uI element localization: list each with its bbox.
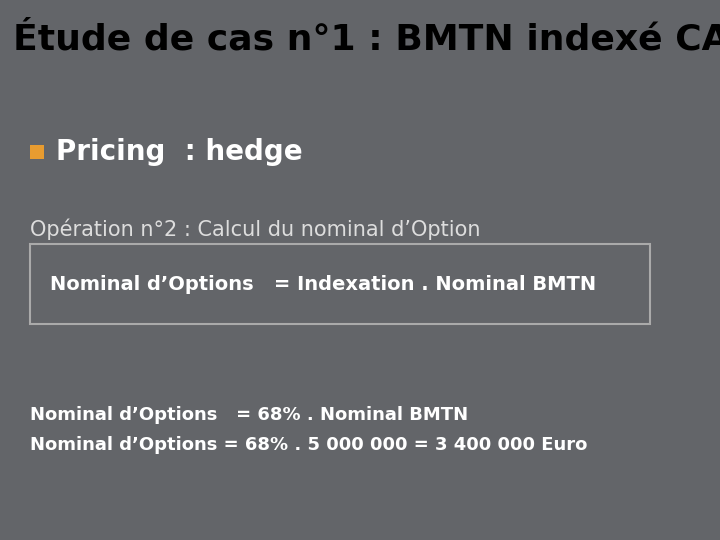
Text: Étude de cas n°1 : BMTN indexé CAC: Étude de cas n°1 : BMTN indexé CAC [13, 22, 720, 56]
Bar [30, 244, 650, 324]
Text: Opération n°2 : Calcul du nominal d’Option: Opération n°2 : Calcul du nominal d’Opti… [30, 218, 480, 240]
Bar [30, 145, 44, 159]
Text: Pricing  : hedge: Pricing : hedge [56, 138, 302, 166]
Text: Nominal d’Options   = 68% . Nominal BMTN: Nominal d’Options = 68% . Nominal BMTN [30, 406, 468, 423]
Text: Nominal d’Options   = Indexation . Nominal BMTN: Nominal d’Options = Indexation . Nominal… [50, 274, 596, 294]
Text: Nominal d’Options = 68% . 5 000 000 = 3 400 000 Euro: Nominal d’Options = 68% . 5 000 000 = 3 … [30, 436, 588, 454]
